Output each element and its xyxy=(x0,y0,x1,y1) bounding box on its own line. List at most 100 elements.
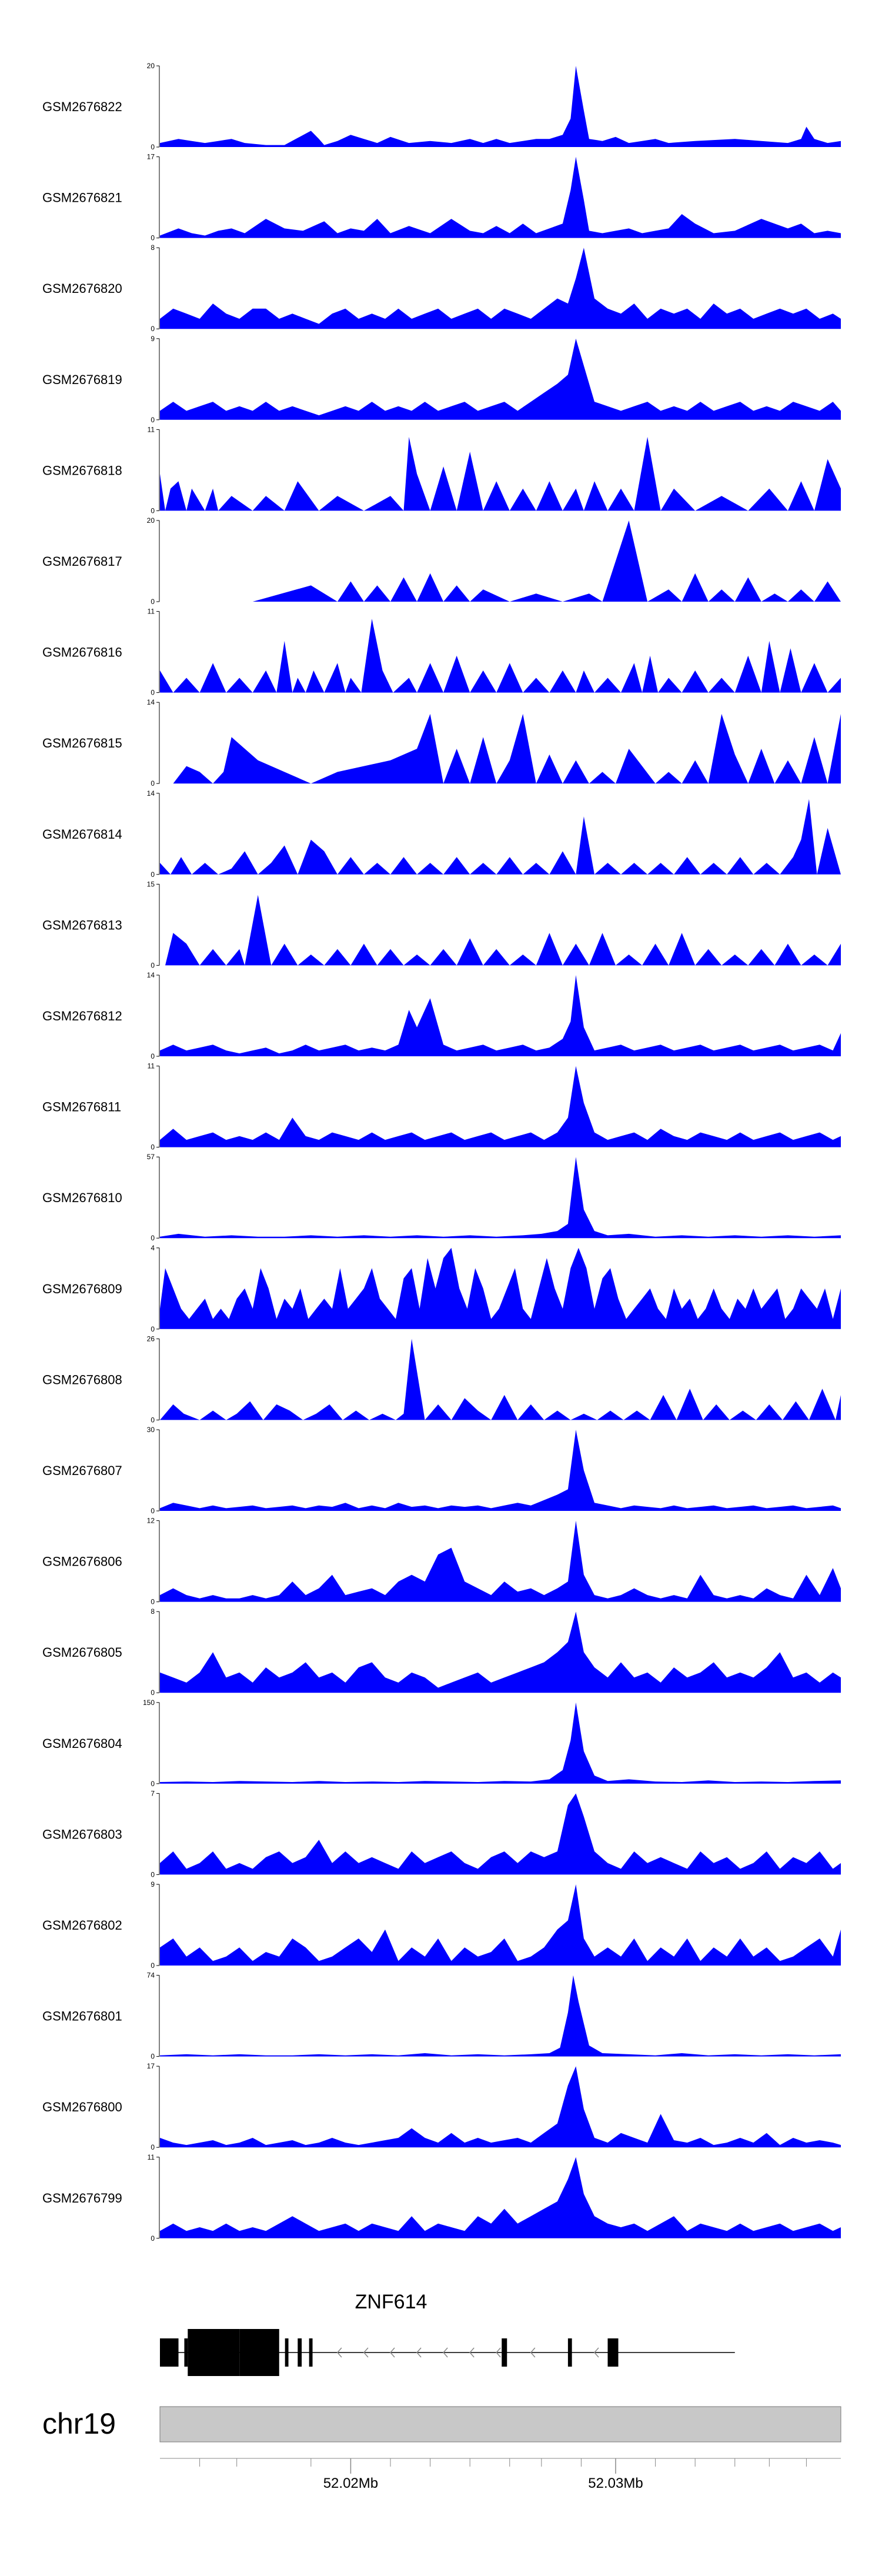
track: GSM2676821 17 0 xyxy=(42,153,841,242)
track-label: GSM2676816 xyxy=(42,645,122,660)
tracks: GSM2676822200GSM2676821170GSM267682080GS… xyxy=(42,62,841,2243)
gene-name: ZNF614 xyxy=(355,2291,427,2313)
track-area xyxy=(160,1247,841,1329)
strand-arrow xyxy=(496,2347,501,2358)
track: GSM2676820 8 0 xyxy=(42,243,841,333)
track: GSM2676808 26 0 xyxy=(42,1334,841,1424)
track-ymin-label: 0 xyxy=(151,416,155,424)
chromosome-label: chr19 xyxy=(42,2407,116,2440)
track-area xyxy=(160,1975,841,2057)
track-area xyxy=(160,1702,841,1784)
track-ymax-label: 9 xyxy=(151,335,155,343)
gene-annotation: ZNF614 xyxy=(160,2291,735,2376)
track-ymin-label: 0 xyxy=(151,1961,155,1970)
track-ymax-label: 9 xyxy=(151,1880,155,1888)
track-ymax-label: 30 xyxy=(147,1426,155,1434)
strand-arrow xyxy=(469,2347,475,2358)
track-area xyxy=(160,1793,841,1875)
track-ymin-label: 0 xyxy=(151,1234,155,1242)
strand-arrow xyxy=(390,2347,395,2358)
track-label: GSM2676813 xyxy=(42,917,122,932)
track-ymax-label: 11 xyxy=(148,2153,155,2161)
track-ymax-label: 11 xyxy=(148,1062,155,1070)
track: GSM2676802 9 0 xyxy=(42,1880,841,1970)
track-label: GSM2676821 xyxy=(42,191,122,205)
track-area xyxy=(160,520,841,602)
chromosome-ideogram xyxy=(159,2406,841,2442)
track-area xyxy=(160,1611,841,1693)
track-area xyxy=(160,338,841,420)
track-ymin-label: 0 xyxy=(151,143,155,151)
track-label: GSM2676817 xyxy=(42,554,122,569)
track-ymax-label: 11 xyxy=(148,608,155,616)
gene-exon xyxy=(298,2338,302,2367)
track-label: GSM2676810 xyxy=(42,1190,122,1205)
track-ymin-label: 0 xyxy=(151,689,155,697)
track-ymin-label: 0 xyxy=(151,2234,155,2243)
gene-exon xyxy=(309,2338,313,2367)
track-area xyxy=(160,713,841,784)
track-ymax-label: 14 xyxy=(147,789,155,798)
track-area xyxy=(160,1339,841,1420)
gene-exon xyxy=(607,2338,619,2367)
track-ymin-label: 0 xyxy=(151,506,155,515)
track-ymin-label: 0 xyxy=(151,2143,155,2151)
track-ymin-label: 0 xyxy=(151,1416,155,1424)
track: GSM2676803 7 0 xyxy=(42,1789,841,1878)
track-ymin-label: 0 xyxy=(151,325,155,333)
track-area xyxy=(160,66,841,147)
track-label: GSM2676812 xyxy=(42,1009,122,1023)
genome-axis-tick-label: 52.03Mb xyxy=(588,2475,643,2491)
track-ymax-label: 74 xyxy=(147,1971,155,1980)
track-label: GSM2676803 xyxy=(42,1827,122,1841)
track-label: GSM2676805 xyxy=(42,1645,122,1660)
track-area xyxy=(160,1066,841,1147)
track: GSM2676809 4 0 xyxy=(42,1244,841,1333)
track-ymax-label: 7 xyxy=(151,1789,155,1797)
strand-arrow xyxy=(363,2347,369,2358)
track-label: GSM2676822 xyxy=(42,99,122,114)
track-ymin-label: 0 xyxy=(151,961,155,969)
track-ymin-label: 0 xyxy=(151,598,155,606)
track: GSM2676812 14 0 xyxy=(42,971,841,1060)
gene-exon xyxy=(188,2329,240,2376)
track-ymax-label: 4 xyxy=(151,1244,155,1252)
track: GSM2676813 15 0 xyxy=(42,880,841,969)
track-label: GSM2676808 xyxy=(42,1372,122,1387)
track: GSM2676807 30 0 xyxy=(42,1426,841,1515)
gene-exon xyxy=(285,2338,289,2367)
track-ymin-label: 0 xyxy=(151,1598,155,1606)
chromosome-axis: chr19 52.02Mb 52.03Mb xyxy=(42,2406,841,2491)
track-ymin-label: 0 xyxy=(151,2053,155,2061)
track-area xyxy=(160,1884,841,1966)
genome-axis-tick-label: 52.02Mb xyxy=(323,2475,378,2491)
track-label: GSM2676818 xyxy=(42,463,122,478)
track: GSM2676814 14 0 xyxy=(42,789,841,879)
track-area xyxy=(160,799,841,875)
track-area xyxy=(160,2157,841,2238)
strand-arrow xyxy=(416,2347,422,2358)
track-label: GSM2676804 xyxy=(42,1736,122,1751)
track: GSM2676805 8 0 xyxy=(42,1607,841,1697)
strand-arrow xyxy=(336,2347,342,2358)
track-label: GSM2676809 xyxy=(42,1282,122,1296)
track: GSM2676818 11 0 xyxy=(42,425,841,515)
track: GSM2676815 14 0 xyxy=(42,698,841,788)
track-ymin-label: 0 xyxy=(151,1870,155,1878)
track: GSM2676804 150 0 xyxy=(42,1699,841,1788)
track-ymax-label: 14 xyxy=(147,698,155,706)
strand-arrow xyxy=(593,2347,599,2358)
gene-exon xyxy=(239,2329,279,2376)
track-ymax-label: 26 xyxy=(147,1334,155,1343)
track-ymax-label: 14 xyxy=(147,971,155,979)
track-area xyxy=(160,2066,841,2148)
track-ymin-label: 0 xyxy=(151,870,155,879)
track-area xyxy=(160,975,841,1056)
track: GSM2676811 11 0 xyxy=(42,1062,841,1152)
track-ymin-label: 0 xyxy=(151,779,155,788)
track-ymax-label: 11 xyxy=(148,425,155,433)
track-area xyxy=(160,895,841,966)
track: GSM2676810 57 0 xyxy=(42,1153,841,1242)
track-label: GSM2676800 xyxy=(42,2100,122,2114)
